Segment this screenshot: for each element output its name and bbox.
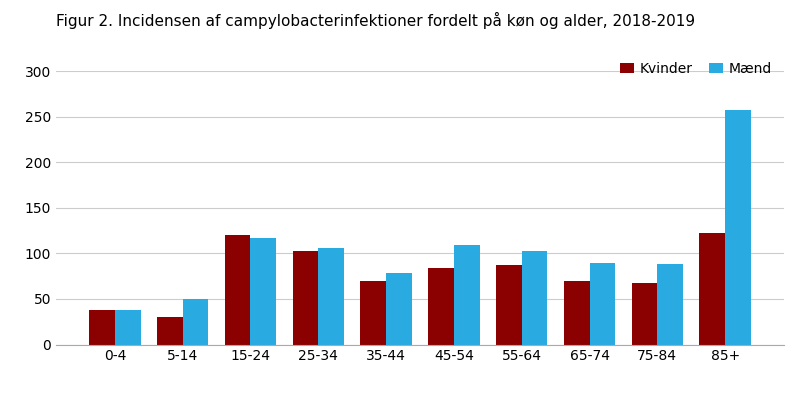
Bar: [157, 317, 182, 345]
Bar: [293, 251, 318, 345]
Bar: [725, 110, 751, 345]
Bar: [182, 299, 209, 345]
Bar: [386, 272, 412, 345]
Bar: [360, 281, 386, 345]
Bar: [115, 310, 141, 345]
Bar: [590, 263, 615, 345]
Legend: Kvinder, Mænd: Kvinder, Mænd: [614, 56, 777, 82]
Bar: [89, 310, 115, 345]
Bar: [454, 245, 480, 345]
Bar: [428, 268, 454, 345]
Bar: [564, 281, 590, 345]
Text: Figur 2. Incidensen af campylobacterinfektioner fordelt på køn og alder, 2018-20: Figur 2. Incidensen af campylobacterinfe…: [56, 12, 695, 29]
Bar: [225, 235, 250, 345]
Bar: [631, 284, 658, 345]
Bar: [250, 238, 276, 345]
Bar: [496, 265, 522, 345]
Bar: [699, 233, 725, 345]
Bar: [658, 265, 683, 345]
Bar: [522, 251, 547, 345]
Bar: [318, 248, 344, 345]
